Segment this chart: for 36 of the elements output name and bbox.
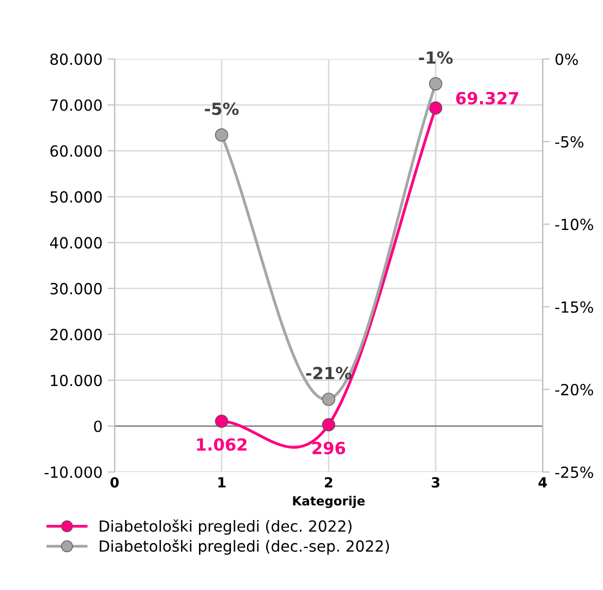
- y-tick-label: 50.000: [50, 191, 102, 203]
- data-label: 69.327: [456, 92, 518, 104]
- data-label: 296: [312, 442, 346, 454]
- data-label: -5%: [204, 102, 239, 116]
- x-axis-title: Kategorije: [293, 496, 365, 508]
- y-tick-label: 0: [94, 420, 102, 432]
- y2-tick-label: -15%: [555, 301, 594, 313]
- x-tick-label: 2: [324, 477, 332, 488]
- y-tick-label: 70.000: [50, 99, 102, 111]
- y2-tick-label: -25%: [555, 466, 594, 478]
- y-tick-label: 40.000: [50, 237, 102, 249]
- y-tick-label: 80.000: [50, 53, 102, 66]
- legend-label: Diabetološki pregledi (dec.-sep. 2022): [100, 539, 389, 555]
- x-tick-label: 1: [218, 477, 226, 488]
- point: [322, 392, 336, 406]
- legend-label: Diabetološki pregledi (dec. 2022): [100, 519, 352, 535]
- point: [322, 418, 336, 432]
- y-tick-label: 30.000: [50, 282, 102, 294]
- y2-tick-label: -20%: [555, 384, 594, 396]
- data-label: -1%: [418, 51, 453, 64]
- y2-tick-label: 0%: [556, 53, 578, 66]
- y-tick-label: 20.000: [50, 328, 102, 340]
- x-tick-label: 3: [432, 477, 440, 488]
- y-tick-label: -10.000: [44, 466, 102, 478]
- point: [429, 101, 442, 115]
- x-tick-label: 4: [538, 477, 547, 488]
- x-tick-label: 0: [110, 477, 119, 488]
- y2-tick-label: -10%: [555, 218, 594, 230]
- point: [215, 128, 228, 142]
- y-tick-label: 60.000: [50, 145, 102, 157]
- y2-tick-label: -5%: [555, 136, 584, 148]
- point: [215, 414, 228, 428]
- data-label: -21%: [306, 366, 352, 380]
- point: [429, 77, 442, 90]
- y-tick-label: 10.000: [50, 374, 102, 386]
- data-label: 1.062: [197, 438, 247, 451]
